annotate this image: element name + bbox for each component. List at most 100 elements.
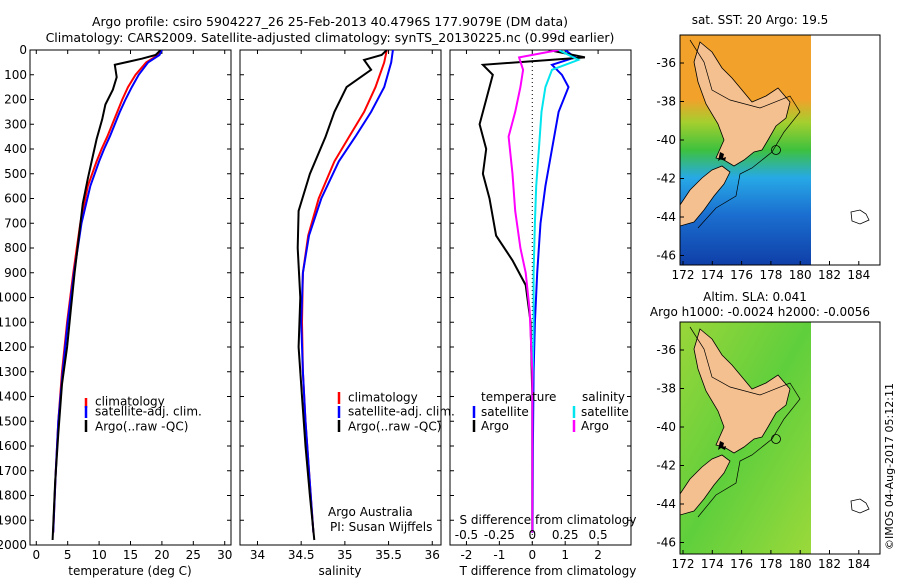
s-difference-tick-label: 0.5 [589,528,608,542]
sla-no-data-area [811,322,880,554]
depth-tick-label: 1200 [0,340,27,354]
x-tick-label: 5 [64,548,72,562]
x-tick-label: 15 [123,548,138,562]
legend-header-temperature: temperature [481,390,556,404]
imos-credit: ©IMOS 04-Aug-2017 05:12:11 [883,383,896,550]
temperature-legend: climatology satellite-adj. clim. Argo(..… [84,395,202,434]
longitude-tick-label: 182 [818,557,841,571]
depth-axis-ticks: 0 100 200 300 400 500 600 700 800 900 1000 1100 1200… [0,43,231,552]
longitude-tick-label: 184 [847,557,870,571]
argo-australia-note: Argo Australia [328,505,413,519]
figure-title-line2: Climatology: CARS2009. Satellite-adjuste… [46,30,615,45]
sla-map-title: Altim. SLA: 0.041 [703,290,807,304]
depth-tick-label: 1300 [0,365,27,379]
salinity-legend: climatology satellite-adj. clim. Argo(..… [337,391,455,434]
longitude-tick-label: 180 [789,557,812,571]
t-difference-axis-label: T difference from climatology [459,564,637,578]
s-difference-tick-label: -0.25 [484,528,515,542]
depth-tick-label: 1100 [0,315,27,329]
depth-tick-label: 2000 [0,538,27,552]
legend-label-s-satellite: satellite [581,405,629,419]
pi-note: PI: Susan Wijffels [330,520,432,534]
depth-tick-label: 1900 [0,513,27,527]
chatham-islands [850,209,870,225]
salinity-series [296,50,394,541]
isobath-contour [689,326,801,518]
x-tick-label: 20 [154,548,169,562]
longitude-tick-label: 176 [730,557,753,571]
salinity-axis-ticks: 34 34.5 35 35.5 36 [250,50,440,562]
chatham-islands [850,498,870,514]
depth-tick-label: 600 [4,192,27,206]
difference-series [478,50,586,545]
argo-profile-marker [718,441,726,450]
longitude-tick-label: 178 [759,268,782,282]
sla-map-subtitle: Argo h1000: -0.0024 h2000: -0.0056 [650,305,870,319]
seamount-contour [771,434,781,444]
depth-tick-label: 400 [4,142,27,156]
t-difference-axis-ticks: -2 -1 0 1 2 [460,50,602,562]
salinity-depth-ticks [240,49,441,546]
series-line-climatology [300,50,388,533]
sst-map: sat. SST: 20 Argo: 19.5 172 174 176 178 180 1… [656,13,881,282]
depth-tick-label: 1400 [0,390,27,404]
depth-tick-label: 200 [4,93,27,107]
x-tick-label: 0 [32,548,40,562]
latitude-tick-label: -38 [656,95,676,109]
depth-tick-label: 0 [19,43,27,57]
longitude-tick-label: 176 [730,268,753,282]
north-island-land [693,41,791,167]
sla-map-frame [679,321,881,555]
longitude-tick-label: 174 [701,268,724,282]
latitude-tick-label: -42 [656,459,676,473]
legend-label-argo: Argo(..raw -QC) [348,420,441,434]
longitude-tick-label: 178 [759,557,782,571]
temperature-series [51,50,163,541]
sst-map-ticks: 172 174 176 178 180 182 184 -36 -38 -40 -42 -44 -46 [656,56,870,282]
north-island-land [693,328,791,454]
seamount-contour [771,145,781,155]
latitude-tick-label: -36 [656,56,676,70]
series-line-temperature-satellite [531,50,578,533]
latitude-tick-label: -36 [656,343,676,357]
latitude-tick-label: -46 [656,536,676,550]
longitude-tick-label: 182 [818,268,841,282]
legend-header-salinity: salinity [582,390,625,404]
depth-tick-label: 300 [4,117,27,131]
salinity-chart: 34 34.5 35 35.5 36 salinity climatology sate… [239,49,455,578]
latitude-tick-label: -40 [656,133,676,147]
depth-tick-label: 1500 [0,414,27,428]
x-tick-label: -1 [493,548,505,562]
legend-label-s-argo: Argo [581,419,609,433]
longitude-tick-label: 172 [672,557,695,571]
argo-profile-marker [718,152,726,161]
x-tick-label: 35 [337,548,352,562]
s-difference-tick-labels: -0.5 -0.25 0 0.25 0.5 [455,528,608,542]
difference-chart: -2 -1 0 1 2 S difference from climatology -0… [449,49,637,578]
latitude-tick-label: -44 [656,210,676,224]
south-island-land [680,165,731,227]
longitude-tick-label: 172 [672,268,695,282]
temperature-axis-label: temperature (deg C) [68,564,191,578]
s-difference-axis-label: S difference from climatology [460,513,637,527]
legend-label-climatology: climatology [348,391,418,405]
latitude-tick-label: -42 [656,172,676,186]
x-tick-label: -2 [460,548,472,562]
sla-map-ticks: 172 174 176 178 180 182 184 -36 -38 -40 -42 -44 -46 [656,343,870,571]
series-line-argo-raw-qc- [296,50,388,541]
difference-legend: temperature salinity satellite Argo sate… [472,390,629,433]
x-tick-label: 36 [425,548,440,562]
salinity-plot-frame [239,49,442,546]
x-tick-label: 34 [250,548,265,562]
x-tick-label: 25 [186,548,201,562]
longitude-tick-label: 180 [789,268,812,282]
depth-tick-label: 500 [4,167,27,181]
legend-label-satellite-adj: satellite-adj. clim. [348,405,455,419]
x-tick-label: 34.5 [288,548,315,562]
difference-depth-ticks [450,49,631,546]
latitude-tick-label: -40 [656,420,676,434]
temperature-plot-frame [29,49,232,546]
longitude-tick-label: 184 [847,268,870,282]
latitude-tick-label: -38 [656,382,676,396]
